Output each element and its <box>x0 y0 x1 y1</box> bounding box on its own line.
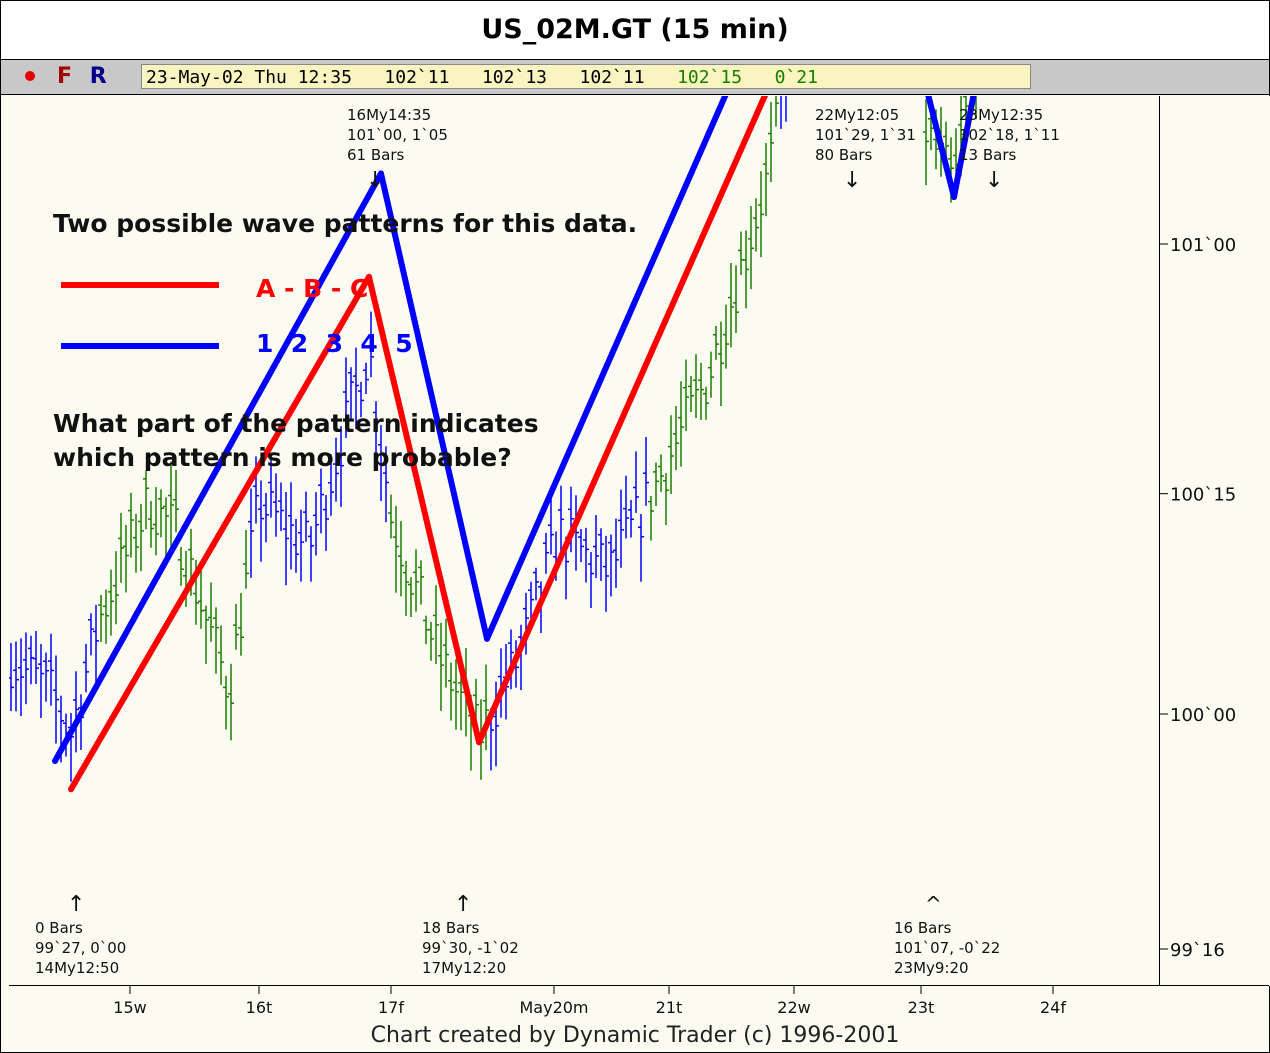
pivot-bottom-3-bars: 16 Bars <box>894 919 952 937</box>
time-tick-label: 16t <box>246 998 273 1017</box>
time-tick-label: 15w <box>113 998 146 1017</box>
pivot-bottom-2-bars: 18 Bars <box>422 919 480 937</box>
pivot-top-1-time: 16My14:35 <box>347 106 431 124</box>
pivot-label-bottom-1: ↑ 0 Bars 99`27, 0`00 14My12:50 <box>35 892 126 977</box>
wave-line-abc <box>68 0 811 791</box>
quote-change: 0`21 <box>774 67 818 88</box>
pivot-top-3-bars: 13 Bars <box>959 146 1017 164</box>
wave-lines <box>52 0 995 793</box>
pivot-top-1-price: 101`00, 1`05 <box>347 126 448 144</box>
pivot-top-2-price: 101`29, 1`31 <box>815 126 916 144</box>
pivot-label-top-1: 16My14:35 101`00, 1`05 61 Bars ↓ <box>347 106 448 193</box>
chart-heading: Two possible wave patterns for this data… <box>53 209 637 238</box>
quote-readout: 23-May-02 Thu 12:35 102`11 102`13 102`11… <box>141 64 1031 89</box>
price-axis-svg: 103`00102`15102`00101`15101`00100`15100`… <box>1160 15 1236 961</box>
time-tick-label: 24f <box>1040 998 1066 1017</box>
pivot-bottom-3-time: 23My9:20 <box>894 959 969 977</box>
quote-open: 102`11 <box>384 67 450 88</box>
legend-abc-label: A - B - C <box>256 274 368 303</box>
chart-annotations: Two possible wave patterns for this data… <box>35 106 1060 977</box>
pivot-bottom-1-bars: 0 Bars <box>35 919 83 937</box>
arrow-down-icon: ↓ <box>843 168 861 193</box>
fr-indicators[interactable]: F R <box>57 60 107 94</box>
time-axis-svg: 15w 16t 17f May20m 21t 22w 23t 24f <box>113 986 1066 1017</box>
pivot-bottom-2-time: 17My12:20 <box>422 959 506 977</box>
wave-pivot-point <box>52 758 58 764</box>
chart-credit: Chart created by Dynamic Trader (c) 1996… <box>370 1023 900 1048</box>
legend-12345-label: 1 2 3 4 5 <box>256 329 413 358</box>
price-tick-label: 100`00 <box>1170 705 1236 726</box>
pivot-label-bottom-2: ↑ 18 Bars 99`30, -1`02 17My12:20 <box>422 892 519 977</box>
wave-pivot-point <box>68 786 74 793</box>
f-indicator[interactable]: F <box>57 64 73 89</box>
pivot-bottom-1-time: 14My12:50 <box>35 959 119 977</box>
caret-up-icon: ^ <box>925 892 942 916</box>
pivot-label-top-2: 22My12:05 101`29, 1`31 80 Bars ↓ <box>815 106 916 193</box>
wave-line-12345 <box>52 0 995 763</box>
pivot-top-1-bars: 61 Bars <box>347 146 405 164</box>
r-indicator[interactable]: R <box>89 64 107 89</box>
price-tick-label: 101`00 <box>1170 235 1236 256</box>
time-tick-label: 21t <box>656 998 683 1017</box>
pivot-top-2-time: 22My12:05 <box>815 106 899 124</box>
window-title: US_02M.GT (15 min) <box>1 1 1269 60</box>
price-tick-label: 99`16 <box>1170 940 1225 961</box>
time-tick-label: 22w <box>777 998 810 1017</box>
time-tick-label: May20m <box>519 998 588 1017</box>
quote-low: 102`11 <box>579 67 645 88</box>
pivot-bottom-1-price: 99`27, 0`00 <box>35 939 126 957</box>
price-tick-label: 100`15 <box>1170 485 1236 506</box>
pivot-top-2-bars: 80 Bars <box>815 146 873 164</box>
wave-pivot-point <box>476 739 482 746</box>
plot-area[interactable]: Two possible wave patterns for this data… <box>8 0 1159 986</box>
pivot-label-top-3: 23My12:35 102`18, 1`11 13 Bars ↓ <box>959 106 1060 193</box>
quote-high: 102`13 <box>481 67 547 88</box>
question-line-1: What part of the pattern indicates <box>53 409 539 438</box>
live-indicator-dot <box>25 71 35 81</box>
pivot-top-3-price: 102`18, 1`11 <box>959 126 1060 144</box>
pivot-bottom-3-price: 101`07, -0`22 <box>894 939 1000 957</box>
wave-pivot-point <box>366 273 372 280</box>
pivot-top-3-time: 23My12:35 <box>959 106 1043 124</box>
wave-pivot-point <box>378 170 384 177</box>
wave-pivot-point <box>951 194 957 200</box>
quote-close: 102`15 <box>677 67 743 88</box>
pivot-bottom-2-price: 99`30, -1`02 <box>422 939 519 957</box>
pivot-label-bottom-3: ^ 16 Bars 101`07, -0`22 23My9:20 <box>894 892 1000 977</box>
arrow-up-icon: ↑ <box>67 892 85 917</box>
question-line-2: which pattern is more probable? <box>53 443 512 472</box>
arrow-up-icon: ↑ <box>454 892 472 917</box>
arrow-down-icon: ↓ <box>366 168 384 193</box>
time-tick-label: 23t <box>908 998 935 1017</box>
time-tick-label: 17f <box>378 998 404 1017</box>
quote-datetime: 23-May-02 Thu 12:35 <box>146 67 352 88</box>
arrow-down-icon: ↓ <box>985 168 1003 193</box>
wave-pivot-point <box>484 635 490 642</box>
quote-infobar: F R 23-May-02 Thu 12:35 102`11 102`13 10… <box>1 60 1269 95</box>
price-axis[interactable]: 103`00102`15102`00101`15101`00100`15100`… <box>1159 15 1270 986</box>
time-axis[interactable]: 15w 16t 17f May20m 21t 22w 23t 24f <box>9 985 1269 1052</box>
chart-svg: Two possible wave patterns for this data… <box>8 0 1060 977</box>
